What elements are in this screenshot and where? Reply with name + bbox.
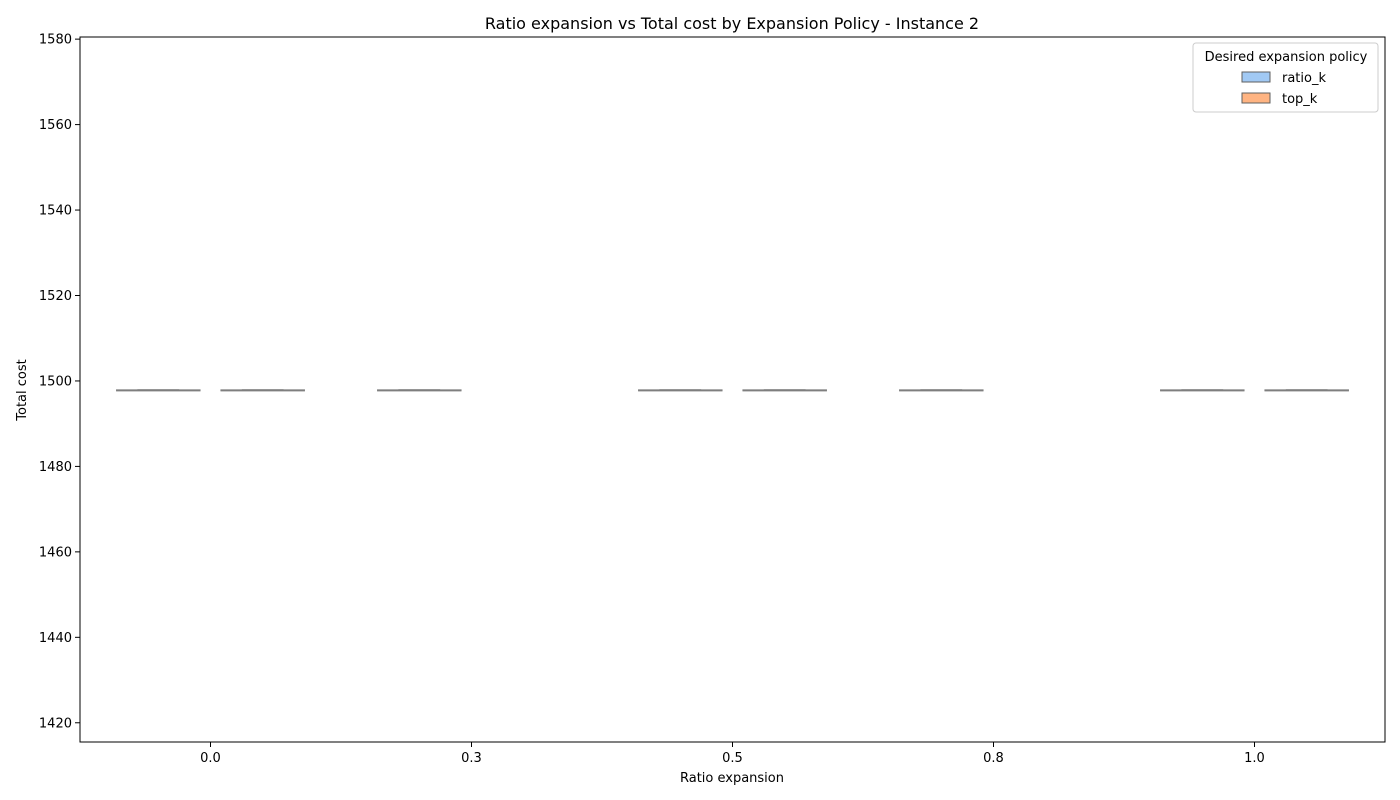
y-tick-label: 1540 bbox=[39, 204, 72, 219]
axes-frame bbox=[79, 36, 1386, 743]
x-tick-label: 0.0 bbox=[200, 751, 221, 766]
y-tick-label: 1580 bbox=[39, 33, 72, 48]
y-tick-label: 1500 bbox=[39, 374, 72, 389]
x-axis-label: Ratio expansion bbox=[680, 771, 784, 786]
y-axis-label: Total cost bbox=[15, 359, 30, 421]
y-tick-label: 1420 bbox=[39, 716, 72, 731]
legend: Desired expansion policy ratio_k top_k bbox=[1192, 42, 1379, 113]
legend-title: Desired expansion policy bbox=[1205, 50, 1368, 65]
legend-swatch-ratio-k bbox=[1241, 71, 1271, 83]
y-tick-label: 1440 bbox=[39, 631, 72, 646]
legend-frame bbox=[1192, 42, 1379, 113]
chart-title: Ratio expansion vs Total cost by Expansi… bbox=[485, 14, 979, 33]
legend-label-ratio-k: ratio_k bbox=[1282, 71, 1326, 86]
x-tick-label: 1.0 bbox=[1244, 751, 1265, 766]
y-tick-label: 1460 bbox=[39, 545, 72, 560]
x-tick-label: 0.8 bbox=[983, 751, 1004, 766]
legend-label-top-k: top_k bbox=[1282, 92, 1318, 107]
y-tick-label: 1520 bbox=[39, 289, 72, 304]
y-tick-label: 1480 bbox=[39, 460, 72, 475]
x-tick-label: 0.5 bbox=[722, 751, 743, 766]
plot-area: 1420 1440 1460 1480 1500 1520 1540 1560 1580 0.0 0… bbox=[39, 33, 1386, 766]
legend-swatch-top-k bbox=[1241, 92, 1271, 104]
x-tick-label: 0.3 bbox=[461, 751, 482, 766]
y-tick-label: 1560 bbox=[39, 118, 72, 133]
